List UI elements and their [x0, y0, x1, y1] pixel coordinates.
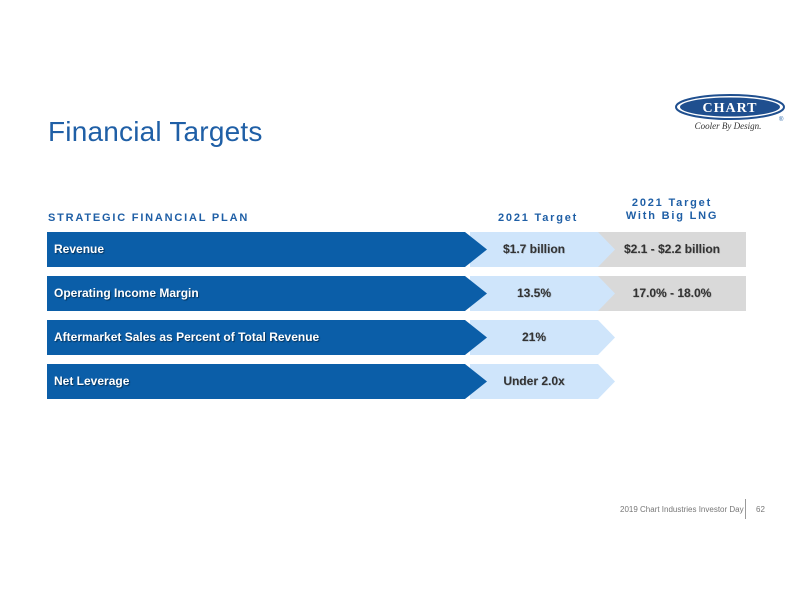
row-label: Revenue [54, 242, 105, 256]
row-label: Aftermarket Sales as Percent of Total Re… [54, 330, 320, 344]
header-2021-target: 2021 Target [498, 212, 579, 224]
target-cell: $1.7 billion [470, 232, 615, 267]
label-cell: Aftermarket Sales as Percent of Total Re… [47, 320, 487, 355]
header-lng-line2: With Big LNG [625, 210, 719, 222]
slide-title: Financial Targets [48, 116, 263, 147]
label-cell: Revenue [47, 232, 487, 267]
header-2021-target-lng: 2021 Target With Big LNG [616, 197, 728, 223]
logo-tagline: Cooler By Design. [694, 121, 762, 131]
target-cell: Under 2.0x [470, 364, 615, 399]
row-label: Operating Income Margin [54, 286, 199, 300]
row-label: Net Leverage [54, 374, 130, 388]
lng-cell: 17.0% - 18.0% [598, 276, 746, 311]
header-lng-line1: 2021 Target [631, 197, 713, 209]
target-value: 13.5% [516, 286, 552, 300]
target-value: $1.7 billion [502, 242, 565, 256]
header-strategic-plan: STRATEGIC FINANCIAL PLAN [48, 212, 250, 224]
chart-logo: CHART [674, 93, 786, 138]
target-cell: 21% [470, 320, 615, 355]
lng-value: 17.0% - 18.0% [632, 286, 712, 300]
footer-divider [745, 499, 746, 519]
label-cell: Operating Income Margin [47, 276, 487, 311]
registered-mark: ® [779, 117, 784, 123]
lng-value: $2.1 - $2.2 billion [623, 242, 721, 256]
target-cell: 13.5% [470, 276, 615, 311]
logo-wordmark: CHART [702, 101, 757, 116]
target-value: 21% [521, 330, 547, 344]
footer-text: 2019 Chart Industries Investor Day [620, 505, 744, 514]
label-cell: Net Leverage [47, 364, 487, 399]
target-value: Under 2.0x [503, 374, 565, 388]
lng-cell: $2.1 - $2.2 billion [598, 232, 746, 267]
page-number: 62 [756, 505, 765, 514]
